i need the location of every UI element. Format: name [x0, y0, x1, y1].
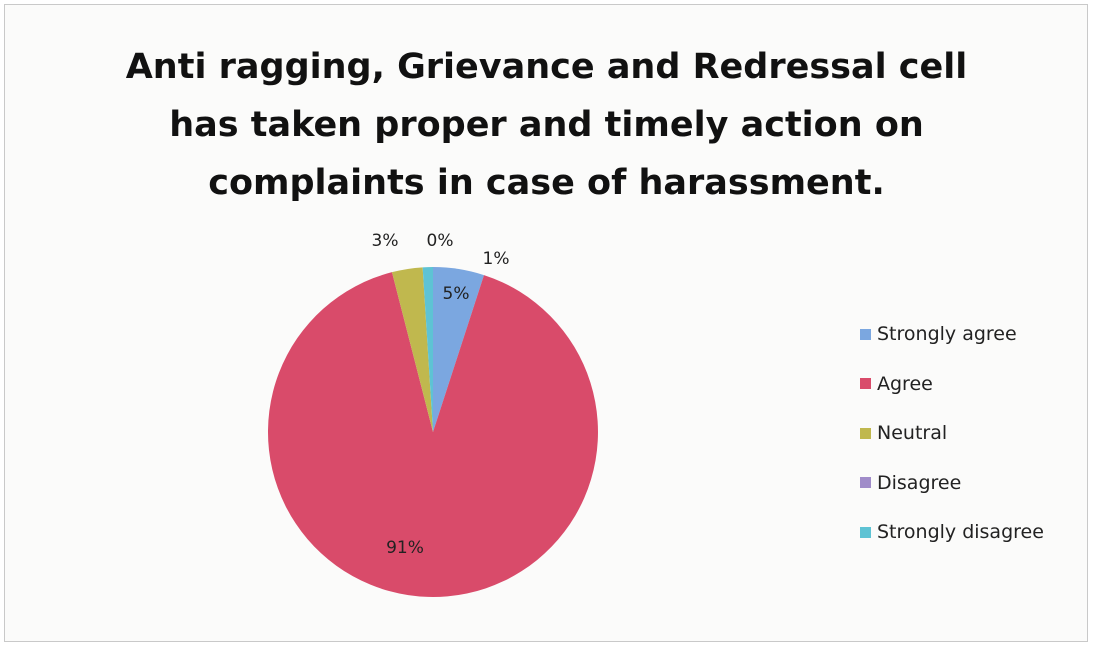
legend-item-strongly-agree: Strongly agree	[860, 318, 1044, 350]
legend-label-disagree: Disagree	[877, 471, 962, 494]
legend-label-strongly-agree: Strongly agree	[877, 323, 1017, 345]
legend-label-strongly-disagree: Strongly disagree	[877, 521, 1044, 543]
pie-slice-neutral	[391, 267, 433, 432]
pie-slice-strongly-agree	[433, 267, 484, 432]
legend-item-agree: Agree	[860, 368, 1044, 400]
legend-swatch-strongly-disagree	[860, 526, 871, 538]
legend-swatch-agree	[860, 378, 871, 389]
legend-swatch-neutral	[860, 427, 871, 439]
legend-label-agree: Agree	[877, 372, 933, 395]
data-label-strongly-disagree: 1%	[483, 249, 510, 269]
data-label-agree: 91%	[386, 538, 424, 558]
legend-item-disagree: Disagree	[860, 467, 1044, 499]
chart-title: Anti ragging, Grievance and Redressal ce…	[0, 38, 1093, 212]
data-label-strongly-agree: 5%	[443, 284, 470, 304]
chart-title-line-1: Anti ragging, Grievance and Redressal ce…	[125, 47, 968, 87]
legend: Strongly agree Agree Neutral Disagree St…	[860, 318, 1044, 566]
chart-title-line-2: has taken proper and timely action on	[169, 105, 924, 145]
data-label-disagree: 0%	[427, 231, 454, 251]
legend-item-strongly-disagree: Strongly disagree	[860, 516, 1044, 548]
pie-slice-strongly-disagree	[422, 267, 433, 432]
data-label-neutral: 3%	[372, 231, 399, 251]
chart-title-line-3: complaints in case of harassment.	[208, 163, 885, 203]
pie-slice-agree	[267, 272, 598, 598]
legend-swatch-strongly-agree	[860, 328, 871, 340]
legend-swatch-disagree	[860, 477, 871, 488]
legend-label-neutral: Neutral	[877, 422, 948, 444]
legend-item-neutral: Neutral	[860, 417, 1044, 449]
